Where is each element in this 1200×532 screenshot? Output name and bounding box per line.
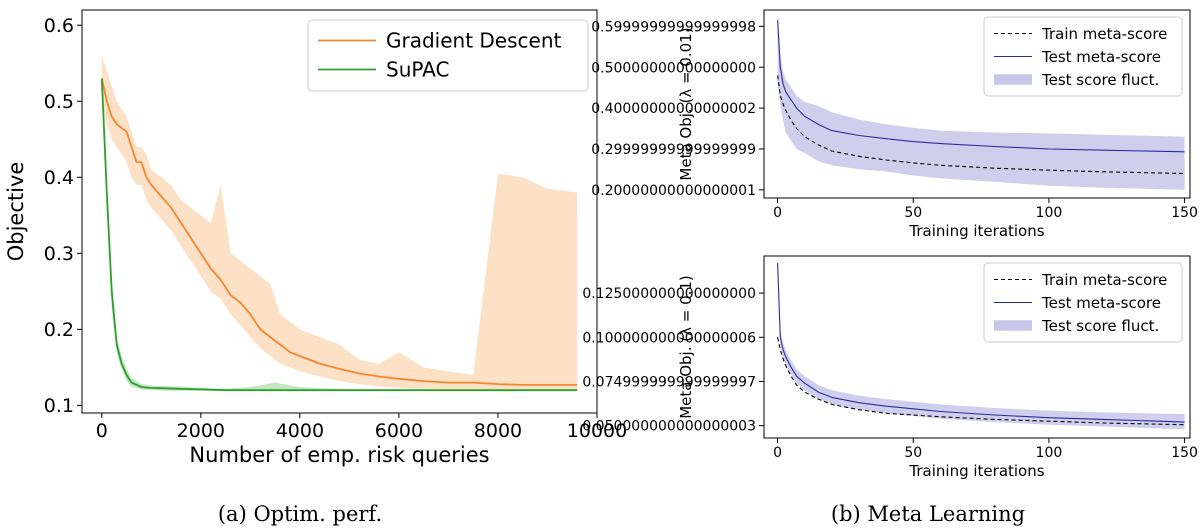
- y-axis-label: Objective: [4, 162, 28, 262]
- y-tick-label: 0.125000000000000000: [582, 286, 756, 302]
- y-tick-label: 0.29999999999999999: [591, 142, 756, 158]
- x-tick-label: 8000: [474, 420, 522, 442]
- x-tick-label: 0: [96, 420, 108, 442]
- legend-entry: Test meta-score: [1041, 294, 1161, 312]
- y-tick-label: 0.2: [44, 319, 74, 341]
- x-tick-label: 0: [773, 445, 782, 461]
- meta-learning-lambda-001-chart: 0 50 100 150 0.20000000000000001 0.2999999999…: [591, 9, 1198, 240]
- axes-frame: [763, 9, 1191, 199]
- y-axis-label: Meta Obj. (λ = 0.01): [677, 27, 695, 180]
- x-tick-label: 50: [904, 205, 922, 221]
- x-tick-label: 0: [773, 205, 782, 221]
- series-line-2-0: [777, 337, 1185, 426]
- meta-learning-lambda-01-chart: 0 50 100 150 0.050000000000000003 0.074999999…: [582, 255, 1198, 480]
- x-axis-label: Training iterations: [908, 222, 1044, 240]
- x-tick-label: 6000: [375, 420, 423, 442]
- legend-entry: Test meta-score: [1041, 48, 1161, 66]
- legend-entry: Test score fluct.: [1041, 71, 1159, 89]
- legend-box: [983, 262, 1183, 343]
- x-tick-label: 150: [1171, 205, 1198, 221]
- y-tick-label: 0.074999999999999997: [582, 374, 756, 390]
- axes-frame: [81, 9, 598, 414]
- legend-entry: Train meta-score: [1041, 271, 1167, 289]
- y-tick-label: 0.100000000000000006: [582, 330, 756, 346]
- series-line-1-0: [777, 75, 1185, 175]
- y-tick-label: 0.20000000000000001: [591, 183, 756, 199]
- x-axis-label: Number of emp. risk queries: [189, 443, 489, 467]
- axes-frame: [763, 255, 1191, 439]
- legend-entry: Gradient Descent: [386, 29, 562, 53]
- legend-entry: Test score fluct.: [1041, 317, 1159, 335]
- x-tick-label: 150: [1171, 445, 1198, 461]
- band-0-0: [101, 55, 578, 391]
- legend-entry: Train meta-score: [1041, 25, 1167, 43]
- y-tick-label: 0.1: [44, 395, 74, 417]
- x-tick-label: 50: [904, 445, 922, 461]
- series-line-1-1: [777, 20, 1185, 153]
- x-axis-label: Training iterations: [908, 462, 1044, 480]
- y-tick-label: 0.40000000000000002: [591, 101, 756, 117]
- series-line-0-0: [100, 78, 578, 386]
- y-tick-label: 0.4: [44, 167, 74, 189]
- series-line-0-1: [100, 78, 578, 392]
- y-tick-label: 0.3: [44, 243, 74, 265]
- x-tick-label: 2000: [177, 420, 225, 442]
- x-tick-label: 10000: [567, 420, 627, 442]
- y-tick-label: 0.59999999999999998: [591, 19, 756, 35]
- legend-entry: SuPAC: [386, 58, 449, 82]
- x-tick-label: 4000: [276, 420, 324, 442]
- y-tick-label: 0.50000000000000000: [591, 60, 756, 76]
- y-tick-label: 0.050000000000000003: [582, 419, 756, 435]
- x-tick-label: 100: [1036, 205, 1063, 221]
- series-line-2-1: [777, 263, 1185, 423]
- caption-a: (a) Optim. perf.: [218, 502, 382, 526]
- legend-box: [307, 19, 589, 92]
- x-tick-label: 100: [1036, 445, 1063, 461]
- optim-perf-chart: 0 2000 4000 6000 8000 10000 0.1 0.2 0.3 0.4 0.5 0.6…: [4, 9, 627, 467]
- legend-swatch: [994, 74, 1032, 85]
- caption-b: (b) Meta Learning: [831, 502, 1025, 526]
- legend-box: [983, 16, 1183, 97]
- band-1-2: [777, 10, 1185, 190]
- y-tick-label: 0.6: [44, 15, 74, 37]
- y-tick-label: 0.5: [44, 91, 74, 113]
- legend-swatch: [994, 320, 1032, 331]
- y-axis-label: Meta Obj. (λ = 0.1): [677, 275, 695, 419]
